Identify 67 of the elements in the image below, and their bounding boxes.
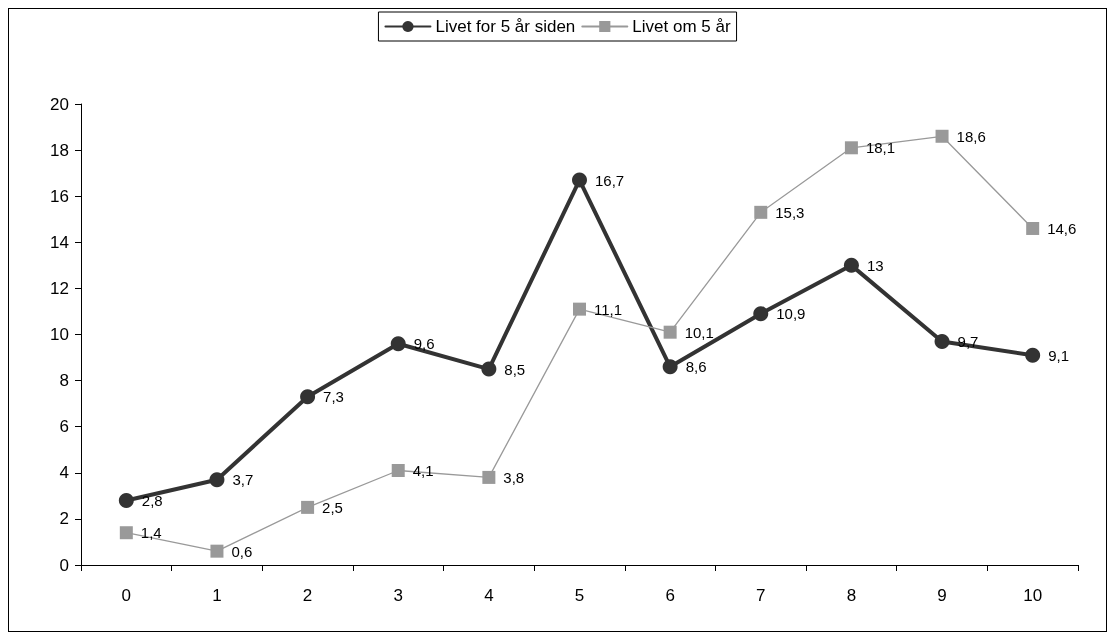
data-label: 0,6 (231, 542, 253, 560)
point (481, 361, 497, 377)
data-label: 11,1 (594, 300, 623, 318)
data-label: 9,1 (1048, 346, 1070, 364)
point (300, 389, 316, 405)
data-label: 3,7 (232, 471, 254, 489)
point (301, 500, 315, 514)
y-tick-label: 20 (50, 94, 69, 114)
y-tick-label: 6 (59, 417, 69, 437)
point (119, 526, 133, 540)
data-label: 18,6 (956, 127, 986, 145)
y-tick-label: 2 (59, 509, 69, 529)
data-label: 2,8 (141, 491, 163, 509)
data-label: 8,6 (685, 358, 707, 376)
data-label: 10,9 (776, 305, 806, 323)
x-tick-label: 0 (121, 586, 132, 605)
legend-label: Livet for 5 år siden (435, 17, 576, 36)
data-label: 9,6 (413, 335, 435, 353)
point (573, 302, 586, 316)
data-label: 2,5 (322, 498, 343, 516)
y-tick-label: 14 (50, 232, 69, 252)
y-tick-label: 12 (50, 278, 69, 298)
point (391, 463, 405, 477)
data-label: 13 (866, 256, 884, 274)
point (572, 172, 587, 188)
x-tick-label: 5 (574, 586, 585, 605)
data-label: 4,1 (412, 461, 434, 479)
data-label: 16,7 (595, 171, 625, 189)
x-tick-label: 10 (1023, 586, 1043, 605)
point (1025, 347, 1041, 363)
point (210, 544, 224, 558)
data-label: 10,1 (684, 323, 714, 341)
point (209, 472, 225, 488)
data-label: 8,5 (504, 360, 526, 378)
x-tick-label: 2 (302, 586, 313, 605)
x-tick-label: 3 (393, 586, 403, 605)
data-label: 15,3 (775, 203, 805, 221)
y-tick-label: 0 (59, 555, 69, 575)
data-label: 1,4 (140, 524, 162, 542)
legend-label: Livet om 5 år (632, 17, 731, 36)
x-tick-label: 9 (937, 586, 947, 605)
x-tick-label: 7 (756, 586, 766, 605)
y-tick-label: 8 (59, 371, 69, 391)
y-tick-label: 16 (50, 186, 69, 206)
data-label: 3,8 (503, 468, 525, 486)
point (482, 470, 496, 484)
point (118, 492, 134, 508)
point (753, 306, 769, 322)
x-tick-label: 6 (665, 586, 675, 605)
x-tick-label: 1 (212, 586, 222, 605)
y-tick-label: 10 (50, 325, 69, 344)
point (662, 359, 678, 375)
data-label: 18,1 (865, 139, 896, 157)
y-tick-label: 4 (59, 463, 69, 483)
x-tick-label: 8 (846, 586, 857, 605)
x-tick-label: 4 (484, 586, 494, 605)
data-label: 14,6 (1047, 219, 1077, 237)
y-tick-label: 18 (50, 140, 69, 160)
point (663, 325, 677, 339)
point (390, 336, 406, 352)
point (934, 333, 950, 349)
point (935, 129, 949, 143)
point (1026, 221, 1040, 235)
data-label: 7,3 (323, 388, 344, 406)
point (754, 205, 768, 219)
point (844, 141, 858, 155)
point (843, 257, 859, 273)
